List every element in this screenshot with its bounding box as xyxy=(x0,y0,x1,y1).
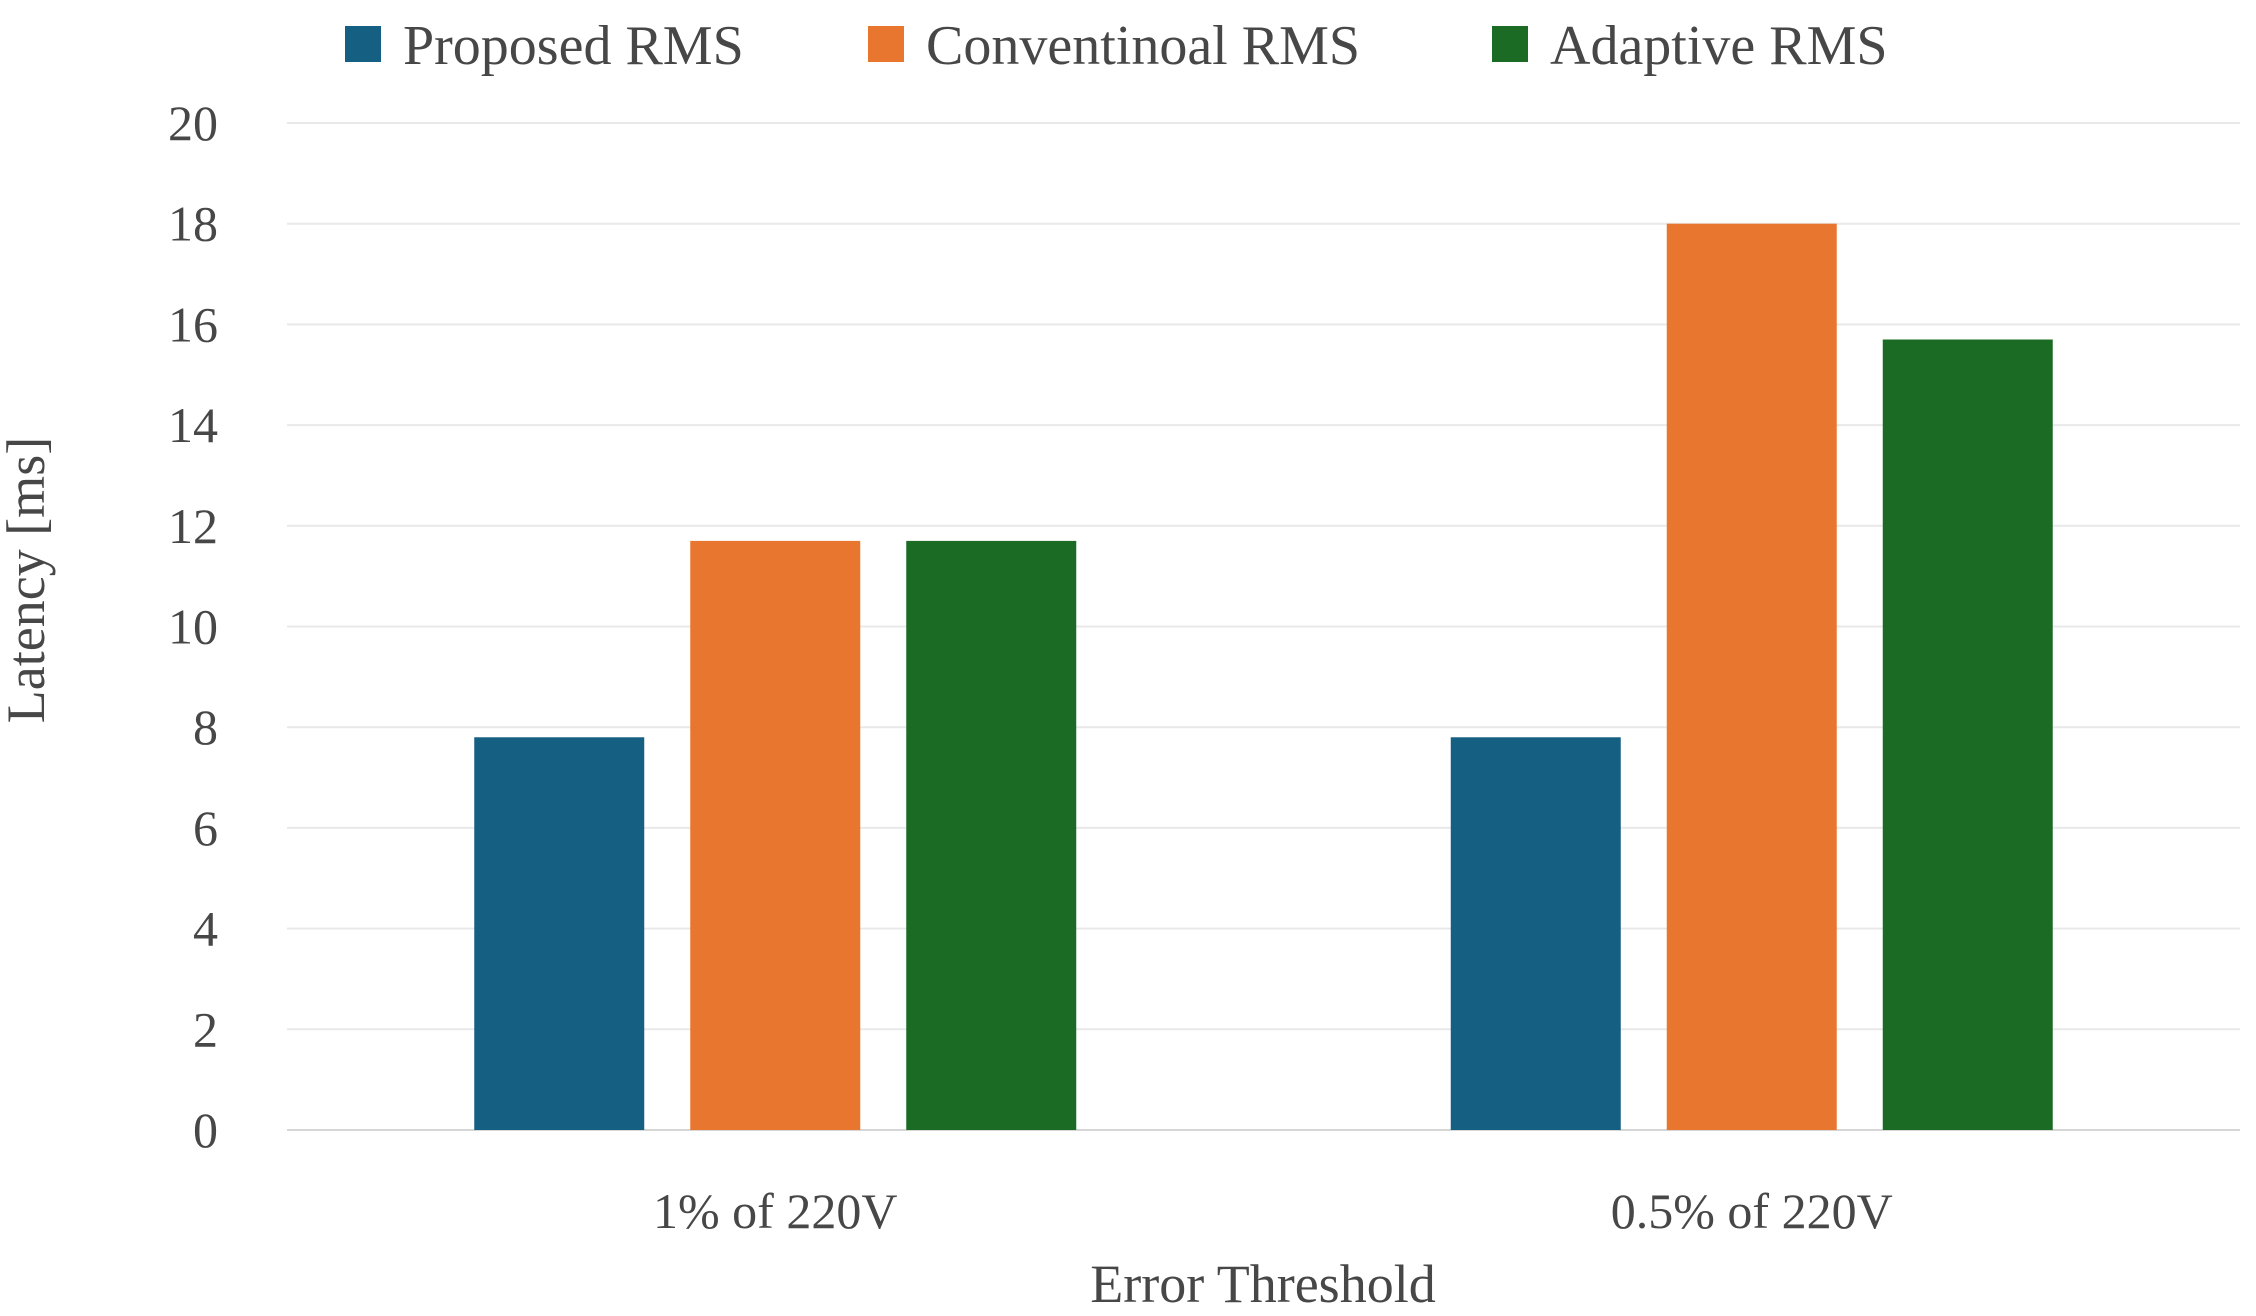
y-axis-tick-label: 6 xyxy=(193,800,218,856)
bar xyxy=(906,540,1077,1130)
plot-area xyxy=(474,223,2053,1130)
y-axis-tick-labels: 0 2 4 6 8 10 12 14 16 18 20 xyxy=(168,95,218,1158)
bar xyxy=(1666,223,1837,1130)
x-axis-title: Error Threshold xyxy=(1090,1254,1435,1314)
y-axis-tick-label: 10 xyxy=(168,599,218,655)
x-axis-category-labels: 1% of 220V 0.5% of 220V xyxy=(653,1183,1893,1239)
legend-label: Adaptive RMS xyxy=(1550,15,1888,77)
bar xyxy=(1450,737,1621,1130)
y-axis-tick-label: 4 xyxy=(193,901,218,957)
legend-item: Conventinoal RMS xyxy=(868,15,1360,77)
y-axis-tick-label: 8 xyxy=(193,699,218,755)
bar xyxy=(1882,339,2053,1130)
legend-swatch xyxy=(1492,26,1528,62)
y-axis-tick-label: 2 xyxy=(193,1001,218,1057)
y-axis-title: Latency [ms] xyxy=(0,437,56,723)
legend-swatch xyxy=(345,26,381,62)
chart-legend: Proposed RMS Conventinoal RMS Adaptive RMS xyxy=(345,15,1888,77)
legend-item: Adaptive RMS xyxy=(1492,15,1888,77)
category-label: 1% of 220V xyxy=(653,1183,897,1239)
legend-label: Proposed RMS xyxy=(403,15,744,77)
legend-label: Conventinoal RMS xyxy=(926,15,1360,77)
legend-item: Proposed RMS xyxy=(345,15,744,77)
y-axis-tick-label: 16 xyxy=(168,296,218,352)
legend-swatch xyxy=(868,26,904,62)
category-label: 0.5% of 220V xyxy=(1611,1183,1893,1239)
y-axis-tick-label: 20 xyxy=(168,95,218,151)
y-axis-tick-label: 18 xyxy=(168,196,218,252)
y-axis-tick-label: 12 xyxy=(168,498,218,554)
y-axis-tick-label: 0 xyxy=(193,1102,218,1158)
y-axis-tick-label: 14 xyxy=(168,397,218,453)
bar xyxy=(474,737,645,1130)
bar xyxy=(690,540,861,1130)
